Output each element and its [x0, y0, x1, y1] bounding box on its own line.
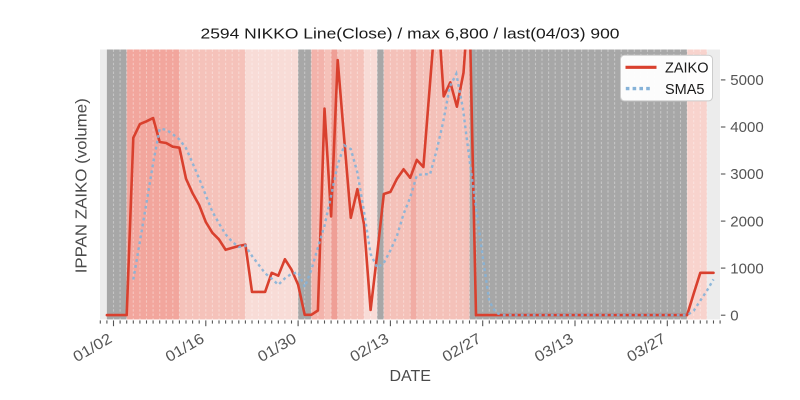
svg-text:2000: 2000: [730, 213, 763, 230]
svg-text:0: 0: [730, 307, 738, 324]
svg-text:1000: 1000: [730, 260, 763, 277]
svg-text:DATE: DATE: [389, 368, 430, 385]
svg-text:ZAIKO: ZAIKO: [665, 61, 709, 77]
svg-text:5000: 5000: [730, 72, 763, 89]
svg-text:IPPAN ZAIKO (volume): IPPAN ZAIKO (volume): [73, 98, 90, 273]
svg-text:4000: 4000: [730, 119, 763, 136]
svg-text:SMA5: SMA5: [665, 82, 705, 98]
svg-text:2594 NIKKO Line(Close) / max 6: 2594 NIKKO Line(Close) / max 6,800 / las…: [201, 26, 620, 43]
svg-text:3000: 3000: [730, 166, 763, 183]
